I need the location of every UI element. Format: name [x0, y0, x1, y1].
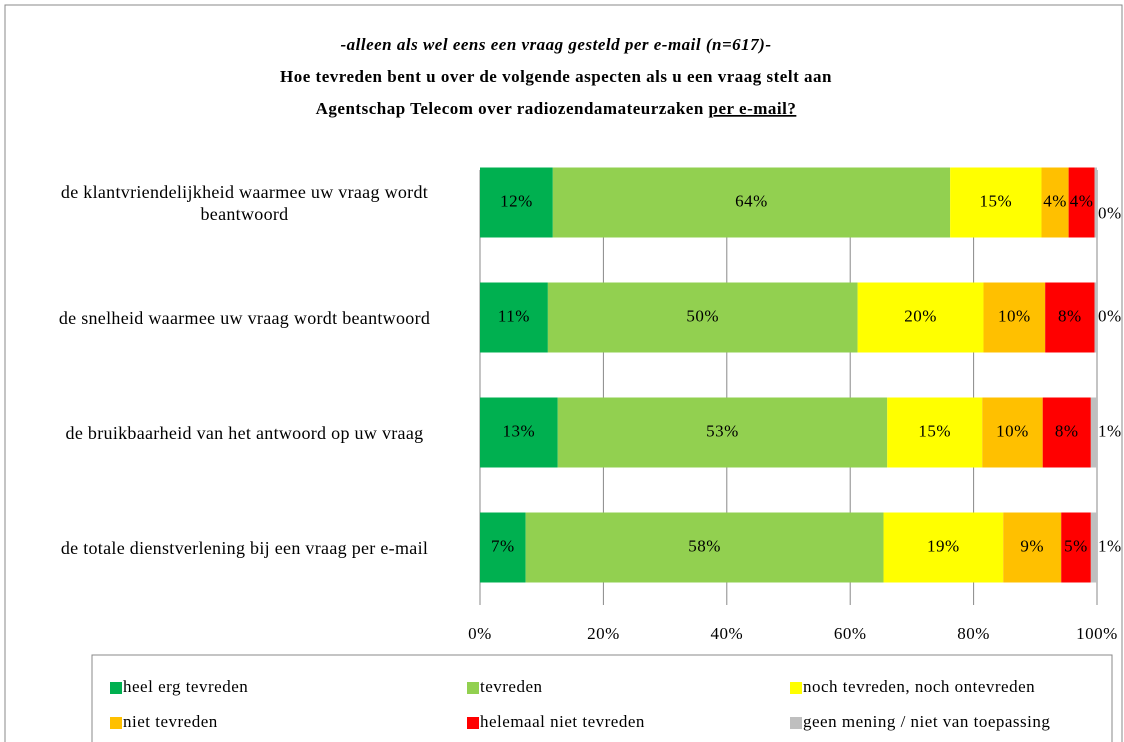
bar-segment	[1042, 397, 1091, 468]
data-label: 10%	[996, 421, 1029, 440]
frame	[4, 4, 1123, 742]
chart-title: Agentschap Telecom over radiozendamateur…	[316, 99, 704, 118]
data-label: 58%	[688, 536, 721, 555]
legend-box	[91, 654, 1113, 742]
bar-segment	[1094, 282, 1097, 353]
data-label: 8%	[1055, 421, 1079, 440]
bar-segment	[1068, 167, 1095, 238]
data-label: 0%	[1098, 203, 1122, 222]
data-label: 1%	[1098, 421, 1122, 440]
data-label: 13%	[503, 421, 536, 440]
chart-subtitle: -alleen als wel eens een vraag gesteld p…	[340, 35, 771, 54]
chart-title: per e-mail?	[709, 99, 797, 118]
y-tick-label: de snelheid waarmee uw vraag wordt beant…	[58, 307, 431, 328]
data-label: 1%	[1098, 536, 1122, 555]
data-label: 5%	[1064, 536, 1088, 555]
legend-swatch	[110, 682, 122, 694]
bar-segment	[480, 397, 558, 468]
y-tick-label: de bruikbaarheid van het antwoord op uw …	[65, 422, 424, 443]
bar-segment	[1041, 167, 1069, 238]
legend-label: niet tevreden	[123, 712, 218, 731]
legend-label: tevreden	[480, 677, 543, 696]
x-tick-label: 60%	[834, 624, 867, 643]
bar-segment	[480, 512, 526, 583]
data-label: 64%	[735, 191, 768, 210]
bar-segment	[552, 167, 951, 238]
legend-label: helemaal niet tevreden	[480, 712, 645, 731]
bar-segment	[983, 282, 1046, 353]
data-label: 50%	[686, 306, 719, 325]
x-tick-label: 40%	[710, 624, 743, 643]
data-label: 8%	[1058, 306, 1082, 325]
chart-title: Agentschap Telecom over radiozendamateur…	[316, 99, 797, 118]
data-label: 7%	[491, 536, 515, 555]
bar-segment	[982, 397, 1043, 468]
data-label: 12%	[500, 191, 533, 210]
legend-swatch	[790, 717, 802, 729]
legend-swatch	[110, 717, 122, 729]
data-label: 19%	[927, 536, 960, 555]
data-label: 53%	[706, 421, 739, 440]
bar-segment	[525, 512, 884, 583]
x-tick-label: 20%	[587, 624, 620, 643]
data-label: 4%	[1070, 191, 1094, 210]
bar-segment	[1094, 167, 1097, 238]
data-label: 10%	[998, 306, 1031, 325]
legend-label: geen mening / niet van toepassing	[803, 712, 1050, 731]
legend-swatch	[467, 717, 479, 729]
bar-segment	[480, 282, 548, 353]
chart-title: Hoe tevreden bent u over de volgende asp…	[280, 67, 832, 86]
bar-segment	[1090, 512, 1097, 583]
data-label: 4%	[1043, 191, 1067, 210]
data-label: 9%	[1020, 536, 1044, 555]
bar-segment	[1061, 512, 1091, 583]
data-label: 15%	[979, 191, 1012, 210]
x-tick-label: 100%	[1076, 624, 1118, 643]
bar-segment	[857, 282, 984, 353]
legend-swatch	[467, 682, 479, 694]
legend-label: noch tevreden, noch ontevreden	[803, 677, 1035, 696]
y-tick-label: de klantvriendelijkheid waarmee uw vraag…	[60, 181, 429, 224]
bar-segment	[557, 397, 888, 468]
x-tick-label: 80%	[957, 624, 990, 643]
data-label: 0%	[1098, 306, 1122, 325]
data-label: 20%	[904, 306, 937, 325]
bar-segment	[887, 397, 983, 468]
bar-segment	[1045, 282, 1095, 353]
data-label: 15%	[918, 421, 951, 440]
bar-segment	[1090, 397, 1097, 468]
bar-segment	[480, 167, 553, 238]
bar-segment	[547, 282, 858, 353]
data-label: 11%	[498, 306, 530, 325]
bar-segment	[950, 167, 1042, 238]
y-tick-label: de totale dienstverlening bij een vraag …	[60, 537, 429, 558]
x-tick-label: 0%	[468, 624, 492, 643]
bar-segment	[1003, 512, 1062, 583]
bar-segment	[883, 512, 1004, 583]
legend-swatch	[790, 682, 802, 694]
legend-label: heel erg tevreden	[123, 677, 248, 696]
